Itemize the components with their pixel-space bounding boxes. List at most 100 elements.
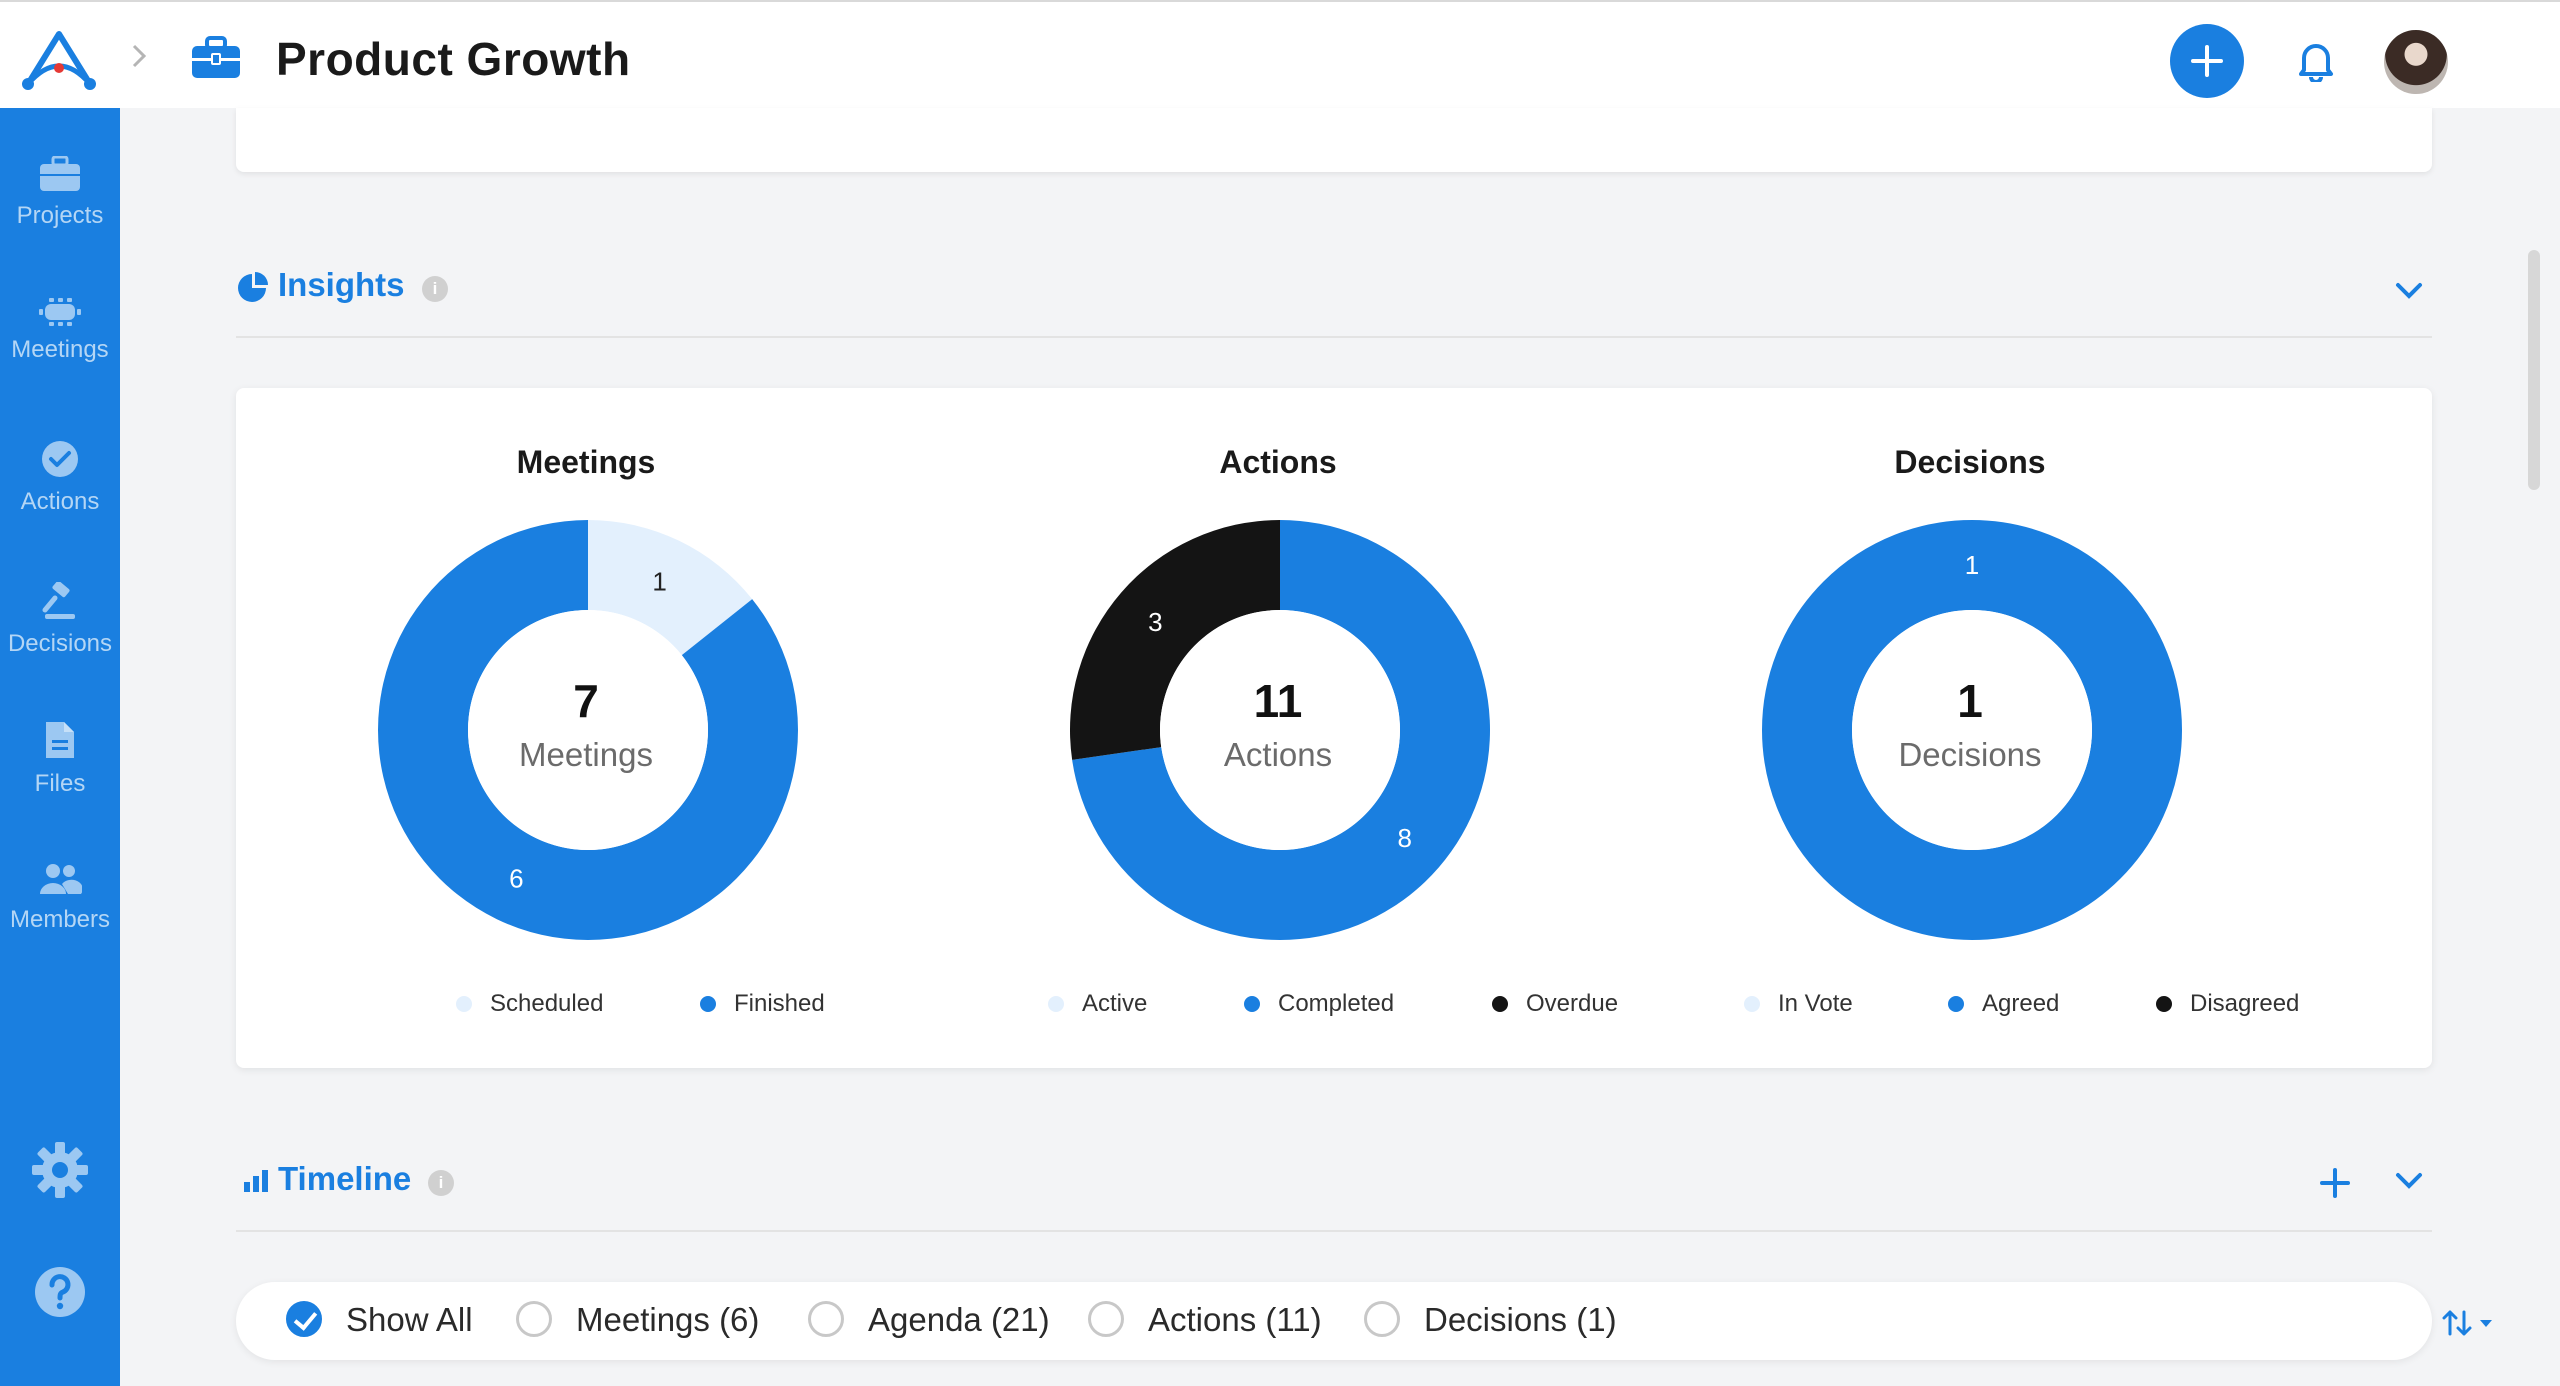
data-label: 3 [1148, 607, 1162, 637]
sidebar-item-label: Files [34, 770, 86, 797]
legend-item-in-vote[interactable]: In Vote [1744, 990, 1853, 1018]
legend-item-disagreed[interactable]: Disagreed [2156, 990, 2299, 1018]
info-icon[interactable]: i [428, 1170, 454, 1196]
sidebar-item-actions[interactable]: Actions [0, 440, 120, 550]
add-button[interactable] [2170, 24, 2244, 98]
checkbox[interactable] [286, 1301, 322, 1337]
decisions-donut[interactable]: 1 [1762, 520, 2182, 940]
data-label: 6 [509, 864, 523, 894]
chevron-right-icon [132, 44, 147, 68]
top-bar: Product Growth [0, 0, 2560, 108]
chevron-down-icon[interactable] [2394, 280, 2424, 300]
info-icon[interactable]: i [422, 276, 448, 302]
legend-dot [1492, 996, 1508, 1012]
sidebar-item-label: Projects [16, 202, 104, 229]
legend-item-finished[interactable]: Finished [700, 990, 825, 1018]
legend-item-scheduled[interactable]: Scheduled [456, 990, 603, 1018]
scrollbar[interactable] [2528, 250, 2540, 490]
file-icon [46, 722, 74, 758]
meeting-table-icon [39, 298, 81, 326]
chart-title: Meetings [516, 444, 656, 480]
avatar[interactable] [2384, 30, 2448, 94]
chart-title: Actions [1219, 444, 1337, 480]
filter-label: Show All [346, 1301, 473, 1338]
legend-label: In Vote [1778, 990, 1853, 1017]
sort-icon[interactable] [2442, 1308, 2498, 1338]
legend-dot [456, 996, 472, 1012]
legend-dot [1744, 996, 1760, 1012]
legend-dot [2156, 996, 2172, 1012]
radio[interactable] [516, 1301, 552, 1337]
page-title: Product Growth [276, 33, 631, 85]
donut-hole [1160, 610, 1400, 850]
legend-item-completed[interactable]: Completed [1244, 990, 1394, 1018]
radio[interactable] [1088, 1301, 1124, 1337]
filter-agenda[interactable]: Agenda (21) [808, 1301, 1050, 1341]
briefcase-icon [40, 156, 80, 191]
legend-label: Agreed [1982, 990, 2060, 1017]
slice-scheduled[interactable] [588, 520, 753, 656]
filter-label: Decisions (1) [1424, 1301, 1617, 1338]
sidebar-item-label: Meetings [11, 336, 109, 363]
gear-icon[interactable] [30, 1140, 90, 1200]
legend-label: Scheduled [490, 990, 604, 1017]
radio[interactable] [1364, 1301, 1400, 1337]
gavel-icon [42, 582, 75, 619]
legend-item-active[interactable]: Active [1048, 990, 1147, 1018]
slice-overdue[interactable] [1070, 520, 1280, 760]
actions-donut[interactable]: 83 [1070, 520, 1490, 940]
legend-label: Completed [1278, 990, 1395, 1017]
legend-label: Disagreed [2190, 990, 2300, 1017]
legend-item-agreed[interactable]: Agreed [1948, 990, 2059, 1018]
pie-chart-icon [238, 272, 268, 302]
legend-dot [1048, 996, 1064, 1012]
sidebar-item-members[interactable]: Members [0, 862, 120, 972]
slice-finished[interactable] [378, 520, 798, 940]
sidebar: Projects Meetings Actions Decisions [0, 108, 120, 1386]
plus-icon[interactable] [2320, 1168, 2350, 1198]
divider [236, 336, 2432, 338]
sidebar-item-label: Actions [20, 488, 100, 515]
legend-dot [1244, 996, 1260, 1012]
chevron-down-icon[interactable] [2394, 1170, 2424, 1190]
sidebar-item-decisions[interactable]: Decisions [0, 582, 120, 692]
decisions-chart: Decisions 1 1 Decisions In Vote Agreed D… [1620, 388, 2320, 1068]
legend-item-overdue[interactable]: Overdue [1492, 990, 1618, 1018]
meetings-donut[interactable]: 16 [378, 520, 798, 940]
slice-completed[interactable] [1072, 520, 1490, 940]
filter-actions[interactable]: Actions (11) [1088, 1301, 1322, 1341]
data-label: 8 [1397, 823, 1411, 853]
bar-chart-icon [244, 1170, 268, 1192]
timeline-filter-bar: Show All Meetings (6) Agenda (21) Action… [236, 1282, 2492, 1360]
chart-center-label: Actions [1223, 736, 1333, 773]
insights-header[interactable]: Insights i [236, 258, 2432, 318]
filter-label: Meetings (6) [576, 1301, 760, 1338]
slice-agreed[interactable] [1762, 520, 2182, 940]
legend-dot [700, 996, 716, 1012]
sidebar-item-projects[interactable]: Projects [0, 156, 120, 266]
legend-label: Finished [734, 990, 825, 1017]
sidebar-item-files[interactable]: Files [0, 720, 120, 830]
logo-icon[interactable] [22, 28, 96, 92]
filter-meetings[interactable]: Meetings (6) [516, 1301, 759, 1341]
filter-decisions[interactable]: Decisions (1) [1364, 1301, 1617, 1341]
sidebar-item-meetings[interactable]: Meetings [0, 298, 120, 408]
filter-show-all[interactable]: Show All [286, 1301, 473, 1341]
radio[interactable] [808, 1301, 844, 1337]
legend-dot [1948, 996, 1964, 1012]
timeline-header[interactable]: Timeline i [236, 1152, 2432, 1212]
filter-label: Agenda (21) [868, 1301, 1050, 1338]
chart-title: Decisions [1894, 444, 2046, 480]
chart-total: 11 [1253, 675, 1303, 727]
filter-label: Actions (11) [1148, 1301, 1322, 1338]
help-icon[interactable] [30, 1262, 90, 1322]
divider [236, 1230, 2432, 1232]
donut-hole [468, 610, 708, 850]
briefcase-icon [192, 36, 240, 78]
bell-icon[interactable] [2296, 38, 2336, 82]
people-icon [40, 864, 82, 894]
chart-total: 1 [1957, 675, 1983, 727]
